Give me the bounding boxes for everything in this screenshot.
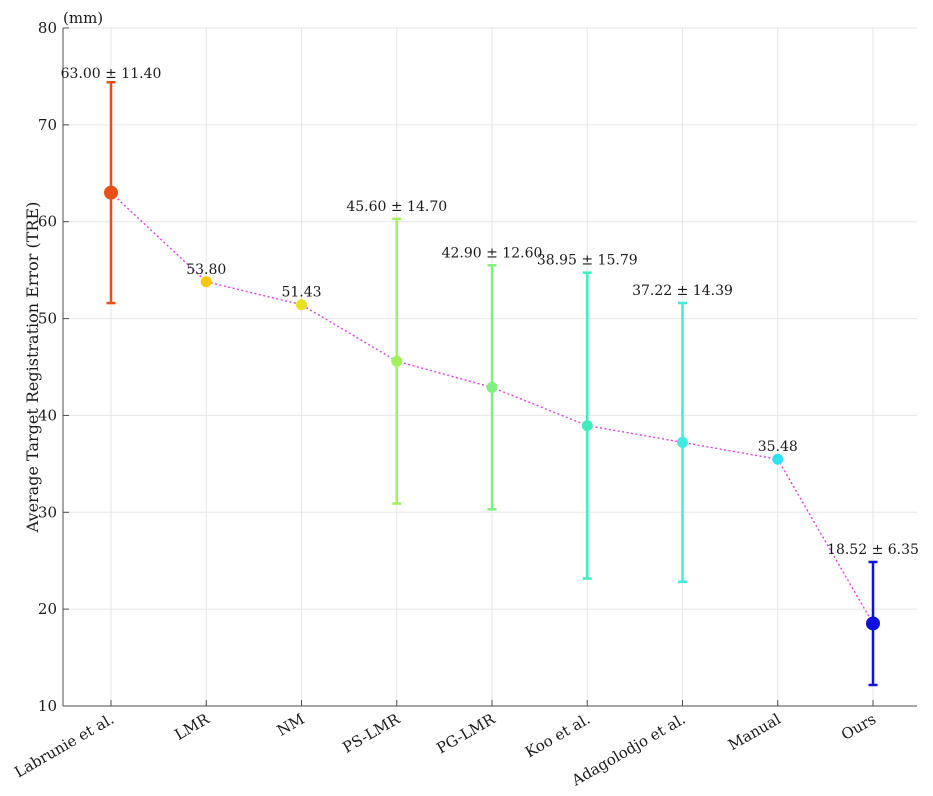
grid-lines [63, 27, 917, 707]
data-label: 37.22 ± 14.39 [632, 283, 733, 299]
data-points [104, 185, 880, 631]
x-tick-label: Koo et al. [522, 710, 593, 762]
y-tick-label: 40 [38, 406, 57, 424]
x-tick-label: Manual [725, 710, 784, 754]
y-tick-label: 10 [38, 697, 57, 715]
x-tick-label: LMR [172, 710, 213, 744]
unit-label: (mm) [63, 9, 103, 27]
y-tick-label: 30 [38, 503, 57, 521]
y-axis-label: Average Target Registration Error (TRE) [23, 202, 42, 534]
data-point [866, 616, 880, 631]
y-tick-label: 20 [38, 600, 57, 618]
data-point [581, 420, 593, 432]
data-label: 18.52 ± 6.35 [827, 542, 919, 558]
x-tick-label: Ours [838, 710, 879, 744]
x-tick-label: Labrunie et al. [11, 710, 117, 781]
y-tick-label: 50 [38, 310, 57, 328]
data-point [677, 436, 688, 448]
x-tick-label: PG-LMR [434, 710, 499, 758]
axes [62, 27, 917, 707]
data-label: 51.43 [281, 285, 321, 301]
data-label: 63.00 ± 11.40 [61, 66, 162, 82]
data-label: 45.60 ± 14.70 [346, 199, 447, 215]
data-point [486, 381, 498, 393]
data-point [391, 355, 403, 367]
y-tick-label: 80 [38, 19, 57, 37]
data-point [296, 299, 307, 311]
data-point [772, 453, 784, 465]
y-tick-label: 70 [38, 116, 57, 134]
x-tick-label: NM [274, 710, 308, 740]
data-point [200, 276, 212, 288]
y-tick-label: 60 [38, 213, 57, 231]
data-point [104, 185, 118, 200]
x-tick-label: PS-LMR [340, 710, 404, 757]
tick-labels: 10 20 30 40 50 60 70 80 Labrunie et al. LMR NM PS-L… [11, 19, 879, 790]
data-label: 53.80 [186, 262, 226, 278]
data-label: 42.90 ± 12.60 [442, 245, 543, 261]
data-label: 35.48 [758, 439, 798, 455]
data-label: 38.95 ± 15.79 [537, 253, 638, 269]
data-labels: 63.00 ± 11.40 53.80 51.43 45.60 ± 14.70 42.9… [61, 66, 919, 558]
